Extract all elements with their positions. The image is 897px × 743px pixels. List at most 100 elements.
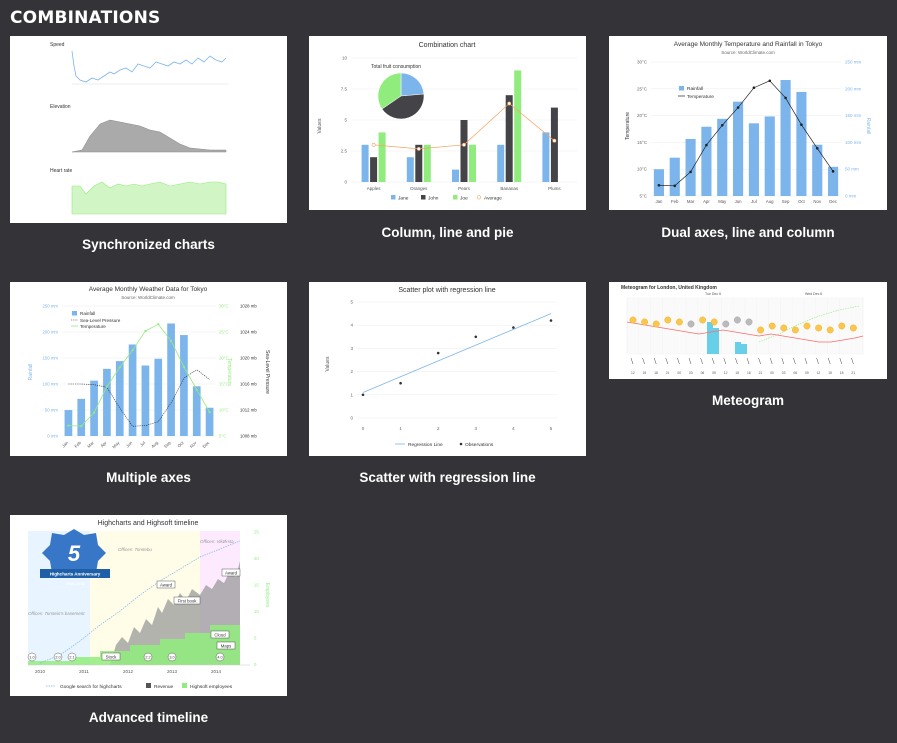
event-flag-maps[interactable]: Maps xyxy=(216,641,236,650)
wind-arrow-icon xyxy=(827,357,831,365)
card-advanced-timeline[interactable]: Highcharts and Highsoft timeline Offices… xyxy=(10,515,287,730)
event-flag-cloud[interactable]: Cloud xyxy=(210,630,230,639)
wind-arrow-icon xyxy=(642,357,645,365)
legend-symbol-employees xyxy=(182,683,187,688)
legend-item-john: John xyxy=(428,195,439,201)
temperature-tick-label: 10°C xyxy=(219,408,229,413)
bar-rainfall xyxy=(128,344,137,436)
panel-title-elevation: Elevation xyxy=(50,104,71,110)
bar-john xyxy=(550,107,558,182)
caption-dual-axes[interactable]: Dual axes, line and column xyxy=(661,225,835,240)
rainfall-tick-label: 50 mm xyxy=(45,408,59,413)
cloud-icon xyxy=(687,320,695,328)
x-tick-label: Jun xyxy=(735,199,743,204)
legend-google[interactable]: Google search for highcharts xyxy=(60,684,122,690)
right-tick-label: 100 mm xyxy=(845,140,862,145)
card-dual-axes[interactable]: Average Monthly Temperature and Rainfall… xyxy=(609,36,887,246)
bar-jane xyxy=(361,144,369,182)
thumbnail-advanced-timeline[interactable]: Highcharts and Highsoft timeline Offices… xyxy=(10,515,287,696)
heart-rate-area xyxy=(71,181,227,215)
right-tick-label: 50 mm xyxy=(845,167,859,172)
x-tick-label: Nov xyxy=(813,199,821,204)
card-meteogram[interactable]: Meteogram for London, United Kingdom Tue… xyxy=(609,282,887,412)
caption-meteogram[interactable]: Meteogram xyxy=(711,393,784,408)
hour-tick-label: 15 xyxy=(643,371,647,375)
wind-arrow-icon xyxy=(630,357,634,365)
bar-john xyxy=(415,144,423,182)
thumbnail-scatter-regression[interactable]: Scatter plot with regression line Values… xyxy=(309,282,586,456)
temperature-point xyxy=(195,388,198,391)
bar-rainfall xyxy=(780,80,791,196)
observation-point xyxy=(474,335,478,339)
temperature-point xyxy=(182,365,186,368)
x-tick-label: Pears xyxy=(458,186,471,191)
thumbnail-dual-axes[interactable]: Average Monthly Temperature and Rainfall… xyxy=(609,36,887,210)
pressure-tick-label: 1016 mb xyxy=(240,382,257,387)
bar-john xyxy=(370,157,378,182)
event-flag-award-1[interactable]: Award xyxy=(156,580,176,589)
legend-item-pressure: Sea-Level Pressure xyxy=(80,318,121,323)
thumbnail-multiple-axes[interactable]: Average Monthly Weather Data for Tokyo S… xyxy=(10,282,287,456)
svg-text:Cloud: Cloud xyxy=(214,633,226,638)
legend-revenue[interactable]: Revenue xyxy=(154,684,174,690)
hour-tick-label: 12 xyxy=(724,371,728,375)
pressure-tick-label: 1028 mb xyxy=(240,304,257,309)
bar-rainfall xyxy=(77,398,86,436)
wind-arrow-icon xyxy=(758,357,761,365)
version-marker xyxy=(53,652,63,662)
hour-tick-label: 03 xyxy=(782,371,786,375)
observation-point xyxy=(549,319,553,322)
wind-arrow-icon xyxy=(723,357,727,365)
year-tick-label: 2013 xyxy=(167,669,178,674)
svg-text:Award: Award xyxy=(225,571,238,576)
pressure-tick-label: 1024 mb xyxy=(240,330,257,335)
temperature-point xyxy=(736,106,740,109)
bar-rainfall xyxy=(167,323,175,436)
temperature-axis-title: Temperature xyxy=(226,358,232,386)
x-tick-label: Dec xyxy=(201,440,210,449)
caption-synchronized-charts[interactable]: Synchronized charts xyxy=(82,237,215,252)
x-tick-label: 4 xyxy=(512,426,515,431)
card-scatter-regression[interactable]: Scatter plot with regression line Values… xyxy=(309,282,586,492)
hour-tick-label: 21 xyxy=(666,371,670,375)
hour-tick-label: 18 xyxy=(654,371,658,375)
x-tick-label: Oranges xyxy=(410,186,428,191)
legend-employees[interactable]: Highsoft employees xyxy=(190,684,233,690)
card-synchronized-charts[interactable]: Speed Elevation Heart rate Synchronized … xyxy=(10,36,287,276)
cloud-icon xyxy=(745,318,753,326)
bar-rainfall xyxy=(717,118,728,196)
panel-title-heart-rate: Heart rate xyxy=(50,168,72,174)
wind-arrow-icon xyxy=(735,357,738,365)
observation-point xyxy=(436,351,440,355)
wind-arrow-icon xyxy=(746,357,750,365)
x-tick-label: 1 xyxy=(399,426,402,431)
bar-rainfall xyxy=(764,116,775,196)
temperature-line xyxy=(68,323,210,427)
caption-multiple-axes[interactable]: Multiple axes xyxy=(106,470,191,485)
event-flag-first-book[interactable]: First book xyxy=(173,596,201,605)
version-marker xyxy=(215,652,225,662)
event-flag-stock[interactable]: Stock xyxy=(101,652,121,661)
card-column-line-pie[interactable]: Combination chart Total fruit consumptio… xyxy=(309,36,586,246)
office-label-3: Offices: VikØrsta xyxy=(200,539,234,544)
x-tick-label: Jun xyxy=(125,440,134,449)
legend-symbol-rainfall xyxy=(679,86,684,91)
card-multiple-axes[interactable]: Average Monthly Weather Data for Tokyo S… xyxy=(10,282,287,492)
caption-advanced-timeline[interactable]: Advanced timeline xyxy=(88,710,209,725)
temperature-point xyxy=(720,123,724,127)
event-flag-award-2[interactable]: Award xyxy=(221,568,241,577)
x-tick-label: Dec xyxy=(829,199,837,204)
version-label: 1.0 xyxy=(29,656,34,660)
thumbnail-column-line-pie[interactable]: Combination chart Total fruit consumptio… xyxy=(309,36,586,210)
bar-joe xyxy=(469,144,476,182)
caption-column-line-pie[interactable]: Column, line and pie xyxy=(381,225,514,240)
thumbnail-meteogram[interactable]: Meteogram for London, United Kingdom Tue… xyxy=(609,282,887,379)
version-label: 4.0 xyxy=(217,656,222,660)
x-tick-label: Sep xyxy=(163,440,172,449)
caption-scatter-regression[interactable]: Scatter with regression line xyxy=(359,470,536,485)
observation-point xyxy=(361,393,365,397)
thumbnail-synchronized-charts[interactable]: Speed Elevation Heart rate xyxy=(10,36,287,223)
employees-tick-label: 10 xyxy=(254,609,259,614)
x-tick-label: May xyxy=(718,199,727,204)
bar-john xyxy=(505,95,513,182)
